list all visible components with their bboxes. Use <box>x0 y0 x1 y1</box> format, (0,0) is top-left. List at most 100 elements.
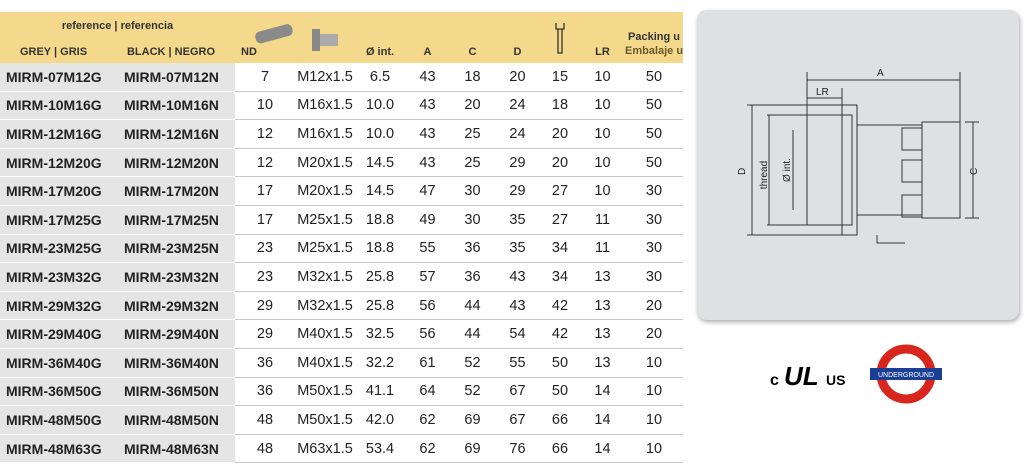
table-row: MIRM-07M12G MIRM-07M12N 7 M12x1.5 6.5 43 18 20 1… <box>0 63 683 92</box>
thread-header <box>295 12 355 63</box>
thread-cell: M50x1.5 <box>295 377 355 407</box>
dim-d-cell: 35 <box>495 205 540 235</box>
thread-cell: M20x1.5 <box>295 176 355 206</box>
dim-a-cell: 56 <box>405 319 450 349</box>
reference-header: reference | referencia GREY | GRIS BLACK … <box>0 12 235 63</box>
packing-cell: 30 <box>625 262 683 292</box>
dim-a-cell: 64 <box>405 377 450 407</box>
table-row: MIRM-36M40G MIRM-36M40N 36 M40x1.5 32.2 61 52 5… <box>0 348 683 378</box>
thread-cell: M16x1.5 <box>295 119 355 149</box>
table-row: MIRM-12M20G MIRM-12M20N 12 M20x1.5 14.5 43 25 2… <box>0 148 683 178</box>
dim-a-cell: 57 <box>405 262 450 292</box>
wrench-size-cell: 42 <box>540 319 580 349</box>
inner-diameter-cell: 25.8 <box>355 291 405 321</box>
inner-diameter-cell: 41.1 <box>355 377 405 407</box>
grey-ref-cell: MIRM-07M12G <box>0 63 118 92</box>
inner-diameter-cell: 18.8 <box>355 234 405 264</box>
black-ref-cell: MIRM-23M32N <box>118 262 235 292</box>
dim-lr-cell: 13 <box>580 291 625 321</box>
wrench-size-cell: 20 <box>540 119 580 149</box>
table-row: MIRM-36M50G MIRM-36M50N 36 M50x1.5 41.1 64 52 6… <box>0 377 683 407</box>
grey-label: GREY | GRIS <box>19 46 88 58</box>
packing-cell: 30 <box>625 234 683 264</box>
inner-diameter-cell: 10.0 <box>355 91 405 121</box>
wrench-size-cell: 27 <box>540 176 580 206</box>
thread-cell: M20x1.5 <box>295 148 355 178</box>
nd-cell: 29 <box>235 319 295 349</box>
dim-c-cell: 25 <box>450 148 495 178</box>
header-row: reference | referencia GREY | GRIS BLACK … <box>0 12 683 63</box>
ul-mark: UL <box>784 361 819 391</box>
dim-c-cell: 52 <box>450 377 495 407</box>
wrench-size-cell: 15 <box>540 63 580 92</box>
grey-ref-cell: MIRM-12M16G <box>0 119 118 149</box>
thread-cell: M50x1.5 <box>295 405 355 435</box>
ul-c: c <box>770 372 779 389</box>
dim-d-cell: 35 <box>495 234 540 264</box>
dim-d-cell: 43 <box>495 291 540 321</box>
label-thread: thread <box>759 161 770 189</box>
grey-ref-cell: MIRM-36M40G <box>0 348 118 378</box>
black-ref-cell: MIRM-23M25N <box>118 234 235 264</box>
dim-d-cell: 20 <box>495 63 540 92</box>
lr-header: LR <box>580 12 625 63</box>
nd-cell: 48 <box>235 405 295 435</box>
dim-lr-cell: 11 <box>580 234 625 264</box>
dim-lr-cell: 10 <box>580 63 625 92</box>
thread-cell: M63x1.5 <box>295 434 355 464</box>
black-ref-cell: MIRM-10M16N <box>118 91 235 121</box>
dim-d-cell: 67 <box>495 405 540 435</box>
spec-table: reference | referencia GREY | GRIS BLACK … <box>0 12 683 464</box>
wrench-size-cell: 66 <box>540 405 580 435</box>
fitting-icon <box>312 29 338 51</box>
label-dint: Ø int. <box>782 158 793 182</box>
wrench-icon <box>555 23 565 54</box>
packing-label: Packing u <box>628 31 680 43</box>
dim-c-cell: 44 <box>450 291 495 321</box>
black-ref-cell: MIRM-29M40N <box>118 319 235 349</box>
dim-c-cell: 69 <box>450 405 495 435</box>
wrench-size-cell: 50 <box>540 348 580 378</box>
table-row: MIRM-12M16G MIRM-12M16N 12 M16x1.5 10.0 43 25 2… <box>0 119 683 149</box>
packing-cell: 20 <box>625 291 683 321</box>
packing-cell: 50 <box>625 119 683 149</box>
packing-label-es: Embalaje u <box>625 45 683 57</box>
black-ref-cell: MIRM-36M40N <box>118 348 235 378</box>
wrench-size-cell: 42 <box>540 291 580 321</box>
dim-lr-cell: 13 <box>580 319 625 349</box>
grey-ref-cell: MIRM-29M32G <box>0 291 118 321</box>
dim-d-cell: 67 <box>495 377 540 407</box>
black-ref-cell: MIRM-12M20N <box>118 148 235 178</box>
dim-a-cell: 43 <box>405 119 450 149</box>
dim-lr-cell: 10 <box>580 91 625 121</box>
nd-cell: 29 <box>235 291 295 321</box>
black-ref-cell: MIRM-12M16N <box>118 119 235 149</box>
nd-cell: 48 <box>235 434 295 464</box>
label-c: C <box>969 168 980 175</box>
packing-header: Packing u Embalaje u <box>625 12 683 63</box>
nd-cell: 36 <box>235 377 295 407</box>
c-header: C <box>450 12 495 63</box>
grey-ref-cell: MIRM-48M63G <box>0 434 118 464</box>
nd-cell: 23 <box>235 262 295 292</box>
wrench-size-cell: 34 <box>540 262 580 292</box>
inner-diameter-cell: 32.5 <box>355 319 405 349</box>
thread-cell: M40x1.5 <box>295 319 355 349</box>
grey-ref-cell: MIRM-12M20G <box>0 148 118 178</box>
table-row: MIRM-48M63G MIRM-48M63N 48 M63x1.5 53.4 62 69 7… <box>0 434 683 464</box>
dim-lr-cell: 13 <box>580 348 625 378</box>
grey-ref-cell: MIRM-23M32G <box>0 262 118 292</box>
inner-diameter-cell: 53.4 <box>355 434 405 464</box>
wrench-size-cell: 27 <box>540 205 580 235</box>
dim-lr-cell: 13 <box>580 262 625 292</box>
thread-cell: M40x1.5 <box>295 348 355 378</box>
group-label: reference | referencia <box>61 20 174 32</box>
dim-c-cell: 20 <box>450 91 495 121</box>
dim-c-cell: 36 <box>450 262 495 292</box>
certification-logos: c UL US UNDERGROUND <box>770 344 942 404</box>
dim-c-cell: 36 <box>450 234 495 264</box>
nd-cell: 17 <box>235 176 295 206</box>
black-label: BLACK | NEGRO <box>126 46 216 58</box>
packing-cell: 30 <box>625 176 683 206</box>
